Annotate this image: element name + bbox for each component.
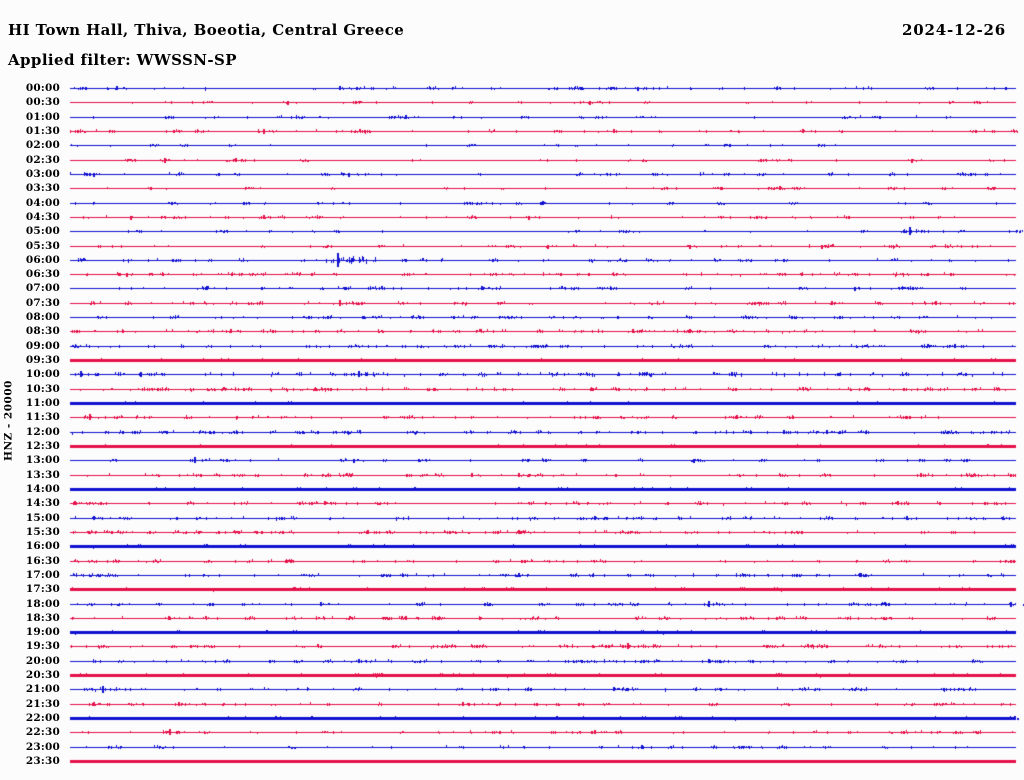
seismogram-traces-canvas xyxy=(0,0,1024,780)
helicorder-view: HI Town Hall, Thiva, Boeotia, Central Gr… xyxy=(0,0,1024,780)
